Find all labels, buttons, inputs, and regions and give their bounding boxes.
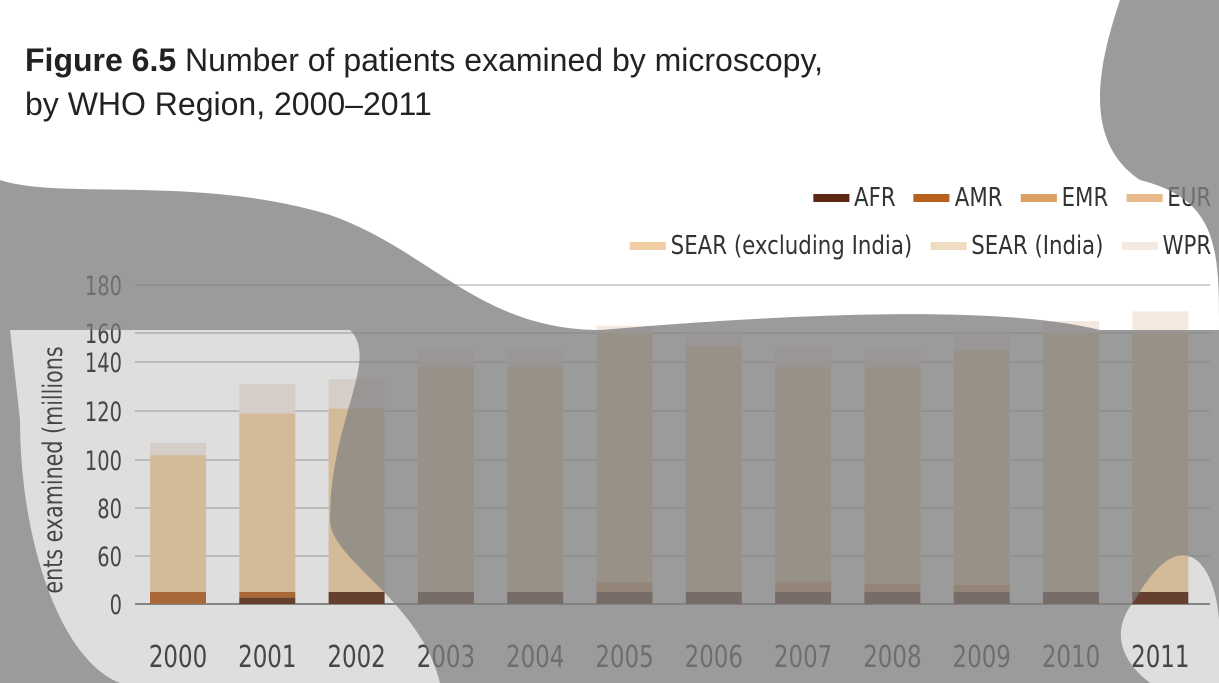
bar-segment-sear-excluding-india-2006 [685,346,742,592]
y-tick-label: 80 [97,493,122,525]
bar-segment-wpr-2002 [328,379,385,409]
y-axis-label: ents examined (millions [37,346,68,593]
bar-segment-wpr-2011 [1132,311,1189,333]
bar-segment-afr-2007 [775,592,832,604]
bar-segment-wpr-2001 [239,384,296,414]
y-tick-label: 160 [85,318,122,350]
bar-segment-sear-excluding-india-2007 [775,366,832,582]
x-tick-label: 2004 [506,639,564,675]
bar-segment-afr-2011 [1132,592,1189,604]
y-tick-label: 140 [85,347,122,379]
bar-segment-afr-2006 [685,592,742,604]
bar-segment-amr-2001 [239,592,296,598]
bar-segment-sear-excluding-india-2011 [1132,333,1189,592]
bar-segment-sear-excluding-india-2001 [239,413,296,592]
bar-segment-wpr-2009 [953,333,1010,351]
x-tick-label: 2005 [595,639,653,675]
bar-segment-afr-2003 [417,592,474,604]
bar-segment-afr-2008 [864,592,921,604]
x-tick-label: 2001 [238,639,296,675]
bar-segment-sear-excluding-india-2003 [417,366,474,592]
bar-segment-sear-excluding-india-2009 [953,350,1010,585]
bar-segment-wpr-2006 [685,333,742,347]
bar-segment-sear-excluding-india-2000 [150,455,206,592]
bar-segment-sear-excluding-india-2004 [507,366,564,592]
x-tick-label: 2007 [774,639,832,675]
y-tick-label: 60 [97,541,122,573]
bar-segment-afr-2010 [1043,592,1099,604]
x-tick-label: 2002 [327,639,385,675]
bar-segment-afr-2009 [953,592,1010,604]
bar-segment-wpr-2008 [864,348,921,367]
x-tick-label: 2011 [1131,639,1189,675]
bar-segment-emr-2007 [775,581,832,592]
bar-segment-sear-excluding-india-2008 [864,366,921,584]
x-tick-label: 2003 [417,639,475,675]
bar-segment-afr-2005 [596,592,653,604]
y-tick-label: 100 [85,445,122,477]
bar-segment-sear-excluding-india-2002 [328,408,385,592]
bar-segment-afr-2001 [239,597,296,604]
bar-segment-afr-2004 [507,592,564,604]
bar-segment-sear-excluding-india-2010 [1043,333,1099,592]
bar-segment-wpr-2005 [596,325,653,333]
bar-segment-afr-2002 [328,592,385,604]
bar-segment-emr-2008 [864,584,921,592]
y-tick-label: 0 [110,589,122,621]
bar-segment-emr-2009 [953,584,1010,592]
bar-segment-wpr-2010 [1043,321,1099,333]
bar-segment-wpr-2003 [417,348,474,367]
x-tick-label: 2000 [149,639,207,675]
bar-segment-amr-2000 [150,592,206,604]
bar-segment-sear-excluding-india-2005 [596,333,653,583]
bar-segment-wpr-2007 [775,347,832,367]
bar-segment-wpr-2004 [507,348,564,367]
x-tick-label: 2008 [863,639,921,675]
bar-segment-emr-2005 [596,582,653,592]
y-tick-label: 120 [85,396,122,428]
x-tick-label: 2006 [685,639,743,675]
x-tick-label: 2010 [1042,639,1100,675]
bar-segment-wpr-2000 [150,442,206,456]
y-tick-label: 180 [85,270,122,302]
x-tick-label: 2009 [953,639,1011,675]
